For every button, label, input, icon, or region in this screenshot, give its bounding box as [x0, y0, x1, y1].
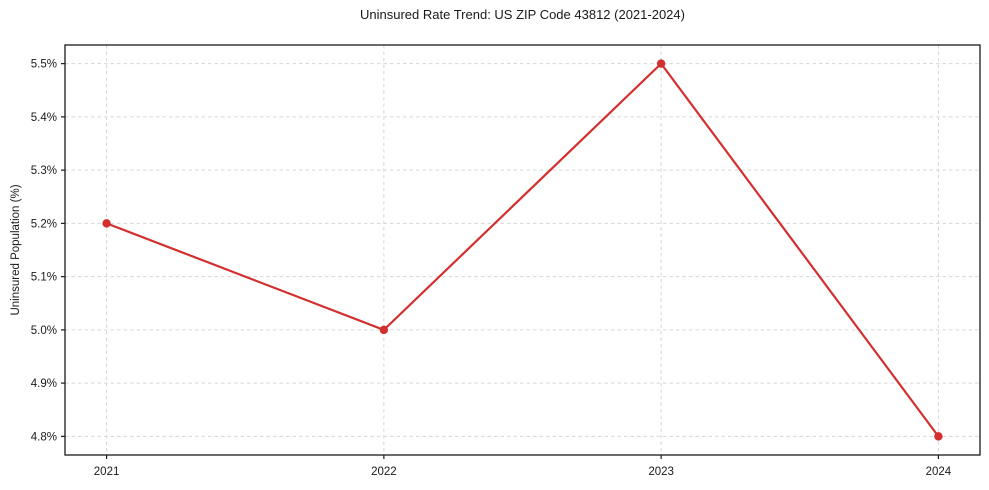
- y-tick-label: 5.4%: [31, 112, 57, 124]
- y-tick-label: 4.9%: [31, 378, 57, 390]
- y-tick-label: 5.2%: [31, 218, 57, 230]
- data-point-marker: [102, 219, 111, 228]
- x-tick-label: 2022: [371, 466, 397, 478]
- plot-frame: [64, 44, 981, 456]
- y-tick-label: 5.5%: [31, 59, 57, 71]
- data-point-marker: [656, 59, 666, 68]
- y-tick-label: 5.3%: [31, 165, 57, 177]
- trend-line: [105, 62, 940, 438]
- x-tick-label: 2023: [648, 466, 674, 478]
- chart-title: Uninsured Rate Trend: US ZIP Code 43812 …: [360, 7, 685, 22]
- y-tick-label: 5.1%: [31, 272, 57, 284]
- y-tick-label: 5.0%: [31, 325, 57, 337]
- data-point-marker: [379, 325, 389, 335]
- data-point-marker: [934, 432, 943, 441]
- x-tick-label: 2024: [926, 466, 952, 478]
- y-tick-label: 4.8%: [31, 431, 57, 443]
- x-tick-label: 2021: [94, 466, 120, 478]
